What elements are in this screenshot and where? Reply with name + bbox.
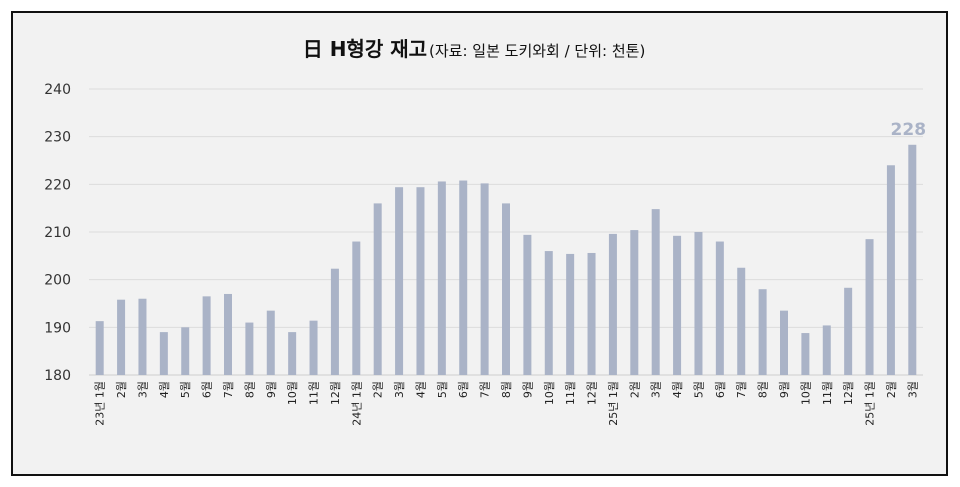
x-tick-label: 12월 (329, 381, 342, 405)
bar (566, 253, 575, 375)
x-tick-label: 23년 1월 (94, 381, 107, 426)
bar (245, 322, 254, 375)
x-tick-label: 9월 (778, 381, 791, 398)
bar (780, 310, 788, 375)
x-tick-label: 6월 (457, 381, 470, 398)
x-tick-label: 8월 (243, 381, 256, 398)
x-tick-label: 7월 (479, 381, 492, 398)
bar (117, 299, 126, 375)
x-tick-label: 2월 (885, 381, 898, 398)
x-tick-label: 8월 (757, 381, 770, 398)
bar (502, 203, 510, 375)
bar (266, 310, 275, 375)
x-tick-label: 3월 (650, 381, 663, 398)
bar (352, 241, 361, 375)
x-tick-label: 9월 (265, 381, 278, 398)
bar (437, 181, 446, 375)
bar (288, 332, 297, 375)
x-tick-label: 4월 (158, 381, 171, 398)
x-tick-label: 4월 (414, 381, 427, 398)
y-tick-label: 240 (44, 82, 71, 98)
x-tick-label: 12월 (842, 381, 855, 405)
x-tick-label: 9월 (521, 381, 534, 398)
x-tick-label: 11월 (308, 381, 321, 405)
x-tick-label: 2월 (628, 381, 641, 398)
bar (651, 209, 660, 375)
y-tick-label: 200 (44, 273, 71, 289)
x-tick-label: 3월 (393, 381, 406, 398)
bar (544, 251, 553, 375)
x-tick-label: 2월 (115, 381, 128, 398)
x-tick-label: 5월 (692, 381, 705, 398)
x-tick-label: 11월 (564, 381, 577, 405)
bar (159, 332, 168, 375)
bar (373, 203, 382, 375)
bar (309, 320, 318, 375)
bar-chart: 日 H형강 재고 (자료: 일본 도키와회 / 단위: 천톤) 180 190 20… (44, 37, 927, 426)
bar (673, 235, 682, 375)
bar (181, 327, 190, 375)
x-tick-label: 7월 (735, 381, 748, 398)
bar (416, 187, 425, 375)
x-tick-label: 3월 (906, 381, 919, 398)
bar (844, 287, 853, 375)
bar (715, 241, 724, 375)
bar (523, 234, 532, 375)
x-tick-label: 24년 1월 (350, 381, 363, 426)
x-tick-label: 4월 (671, 381, 684, 398)
bar (822, 325, 831, 375)
x-tick-label: 6월 (201, 381, 214, 398)
x-tick-label: 11월 (821, 381, 834, 405)
data-label: 228 (891, 120, 927, 140)
chart-title: 日 H형강 재고 (303, 37, 427, 61)
x-tick-label: 25년 1월 (607, 381, 620, 426)
x-tick-label: 6월 (714, 381, 727, 398)
bar (908, 144, 917, 375)
x-tick-label: 12월 (586, 381, 599, 405)
x-tick-label: 5월 (436, 381, 449, 398)
bar (587, 252, 596, 375)
bar (480, 183, 489, 375)
bar (630, 230, 639, 375)
x-tick-label: 10월 (286, 381, 299, 405)
bar (95, 321, 104, 375)
bar (202, 296, 211, 375)
y-tick-label: 190 (44, 320, 71, 336)
bar (758, 289, 767, 375)
x-tick-label: 5월 (179, 381, 192, 398)
bar (395, 187, 404, 375)
x-tick-label: 2월 (372, 381, 385, 398)
x-tick-label: 8월 (500, 381, 513, 398)
bar (694, 232, 703, 375)
chart-subtitle: (자료: 일본 도키와회 / 단위: 천톤) (429, 42, 645, 60)
x-tick-label: 7월 (222, 381, 235, 398)
bar (801, 333, 810, 375)
x-tick-label: 3월 (136, 381, 149, 398)
x-tick-label: 25년 1월 (864, 381, 877, 426)
bar (459, 180, 468, 375)
y-tick-label: 230 (44, 130, 71, 146)
y-tick-label: 210 (44, 225, 71, 241)
bar (224, 293, 232, 375)
y-tick-label: 220 (44, 177, 71, 193)
bar (886, 165, 895, 375)
bar (865, 239, 874, 375)
bar (608, 233, 617, 375)
bar (330, 268, 339, 375)
bar (737, 267, 746, 375)
chart-frame: 日 H형강 재고 (자료: 일본 도키와회 / 단위: 천톤) 180 190 20… (11, 11, 948, 476)
x-tick-label: 10월 (799, 381, 812, 405)
x-tick-label: 10월 (543, 381, 556, 405)
y-tick-label: 180 (44, 368, 71, 384)
bar (138, 298, 147, 375)
